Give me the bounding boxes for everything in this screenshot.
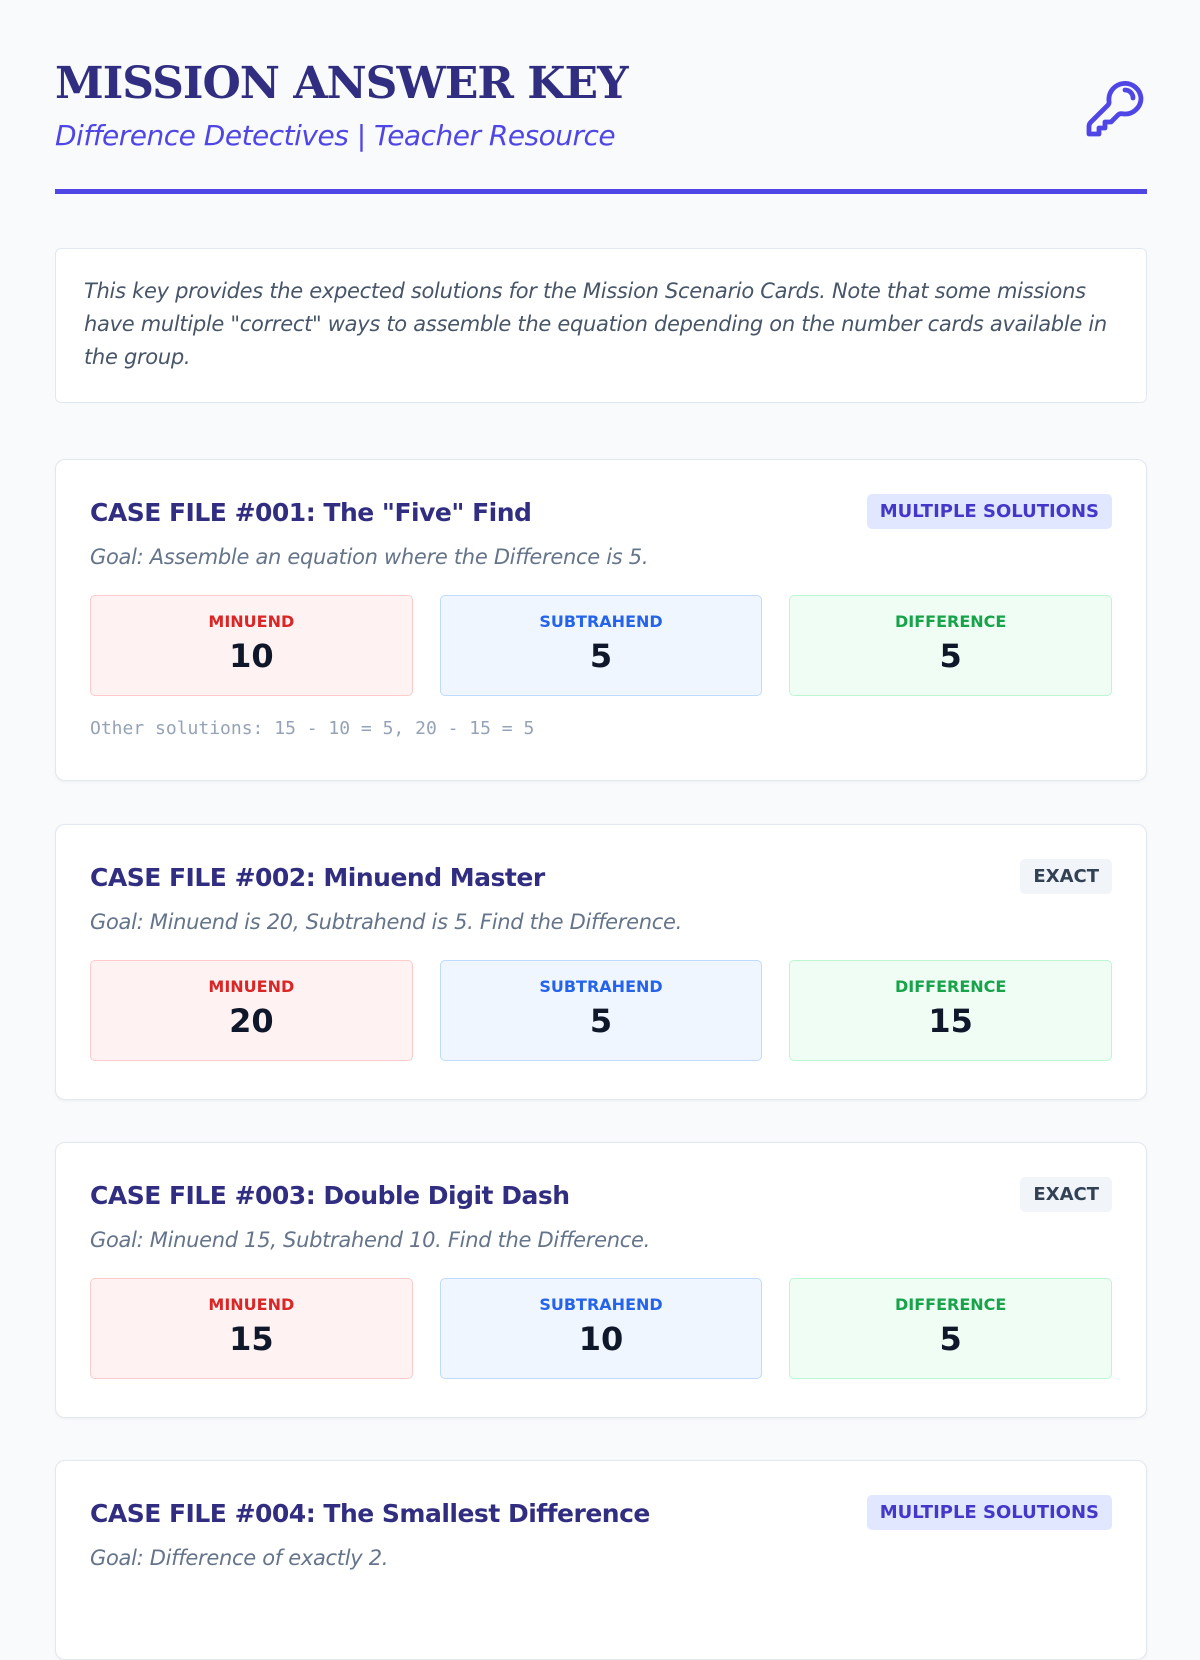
minuend-box: MINUEND 20	[90, 960, 413, 1061]
subtrahend-value: 5	[589, 1002, 613, 1040]
subtrahend-label: SUBTRAHEND	[539, 1295, 663, 1314]
solution-badge: EXACT	[1020, 1177, 1112, 1212]
case-card-003: CASE FILE #003: Double Digit Dash EXACT …	[55, 1142, 1147, 1418]
difference-box: DIFFERENCE 5	[789, 1278, 1113, 1379]
case-goal: Goal: Difference of exactly 2.	[90, 1546, 389, 1570]
case-goal: Goal: Minuend 15, Subtrahend 10. Find th…	[90, 1228, 650, 1252]
minuend-label: MINUEND	[208, 977, 295, 996]
case-goal: Goal: Minuend is 20, Subtrahend is 5. Fi…	[90, 910, 683, 934]
other-solutions: Other solutions: 15 - 10 = 5, 20 - 15 = …	[90, 718, 535, 739]
intro-note: This key provides the expected solutions…	[55, 248, 1147, 403]
difference-label: DIFFERENCE	[895, 977, 1007, 996]
difference-box: DIFFERENCE 15	[789, 960, 1113, 1061]
case-goal: Goal: Assemble an equation where the Dif…	[90, 545, 649, 569]
minuend-box: MINUEND 10	[90, 595, 413, 696]
solution-badge: EXACT	[1020, 859, 1112, 894]
subtrahend-box: SUBTRAHEND 5	[439, 595, 763, 696]
page-subtitle: Difference Detectives | Teacher Resource	[55, 119, 616, 152]
minuend-value: 10	[229, 637, 274, 675]
case-title: CASE FILE #001: The "Five" Find	[90, 498, 532, 527]
minuend-value: 20	[229, 1002, 274, 1040]
case-title: CASE FILE #004: The Smallest Difference	[90, 1499, 650, 1528]
subtrahend-value: 10	[578, 1320, 624, 1358]
page-header: MISSION ANSWER KEY Difference Detectives…	[55, 58, 1147, 194]
case-card-002: CASE FILE #002: Minuend Master EXACT Goa…	[55, 824, 1147, 1100]
solution-badge: MULTIPLE SOLUTIONS	[866, 1495, 1112, 1530]
minuend-value: 15	[229, 1320, 274, 1358]
case-title: CASE FILE #002: Minuend Master	[90, 863, 545, 892]
difference-label: DIFFERENCE	[895, 1295, 1007, 1314]
case-title: CASE FILE #003: Double Digit Dash	[90, 1181, 570, 1210]
difference-box: DIFFERENCE 5	[789, 595, 1113, 696]
subtrahend-box: SUBTRAHEND 5	[439, 960, 763, 1061]
difference-value: 5	[939, 1320, 962, 1358]
minuend-label: MINUEND	[208, 1295, 295, 1314]
case-card-004: CASE FILE #004: The Smallest Difference …	[55, 1460, 1147, 1660]
subtrahend-value: 5	[589, 637, 613, 675]
subtrahend-label: SUBTRAHEND	[539, 977, 663, 996]
difference-value: 15	[928, 1002, 973, 1040]
solution-badge: MULTIPLE SOLUTIONS	[866, 494, 1112, 529]
subtrahend-box: SUBTRAHEND 10	[439, 1278, 763, 1379]
case-card-001: CASE FILE #001: The "Five" Find MULTIPLE…	[55, 459, 1147, 781]
minuend-box: MINUEND 15	[90, 1278, 413, 1379]
page-title: MISSION ANSWER KEY	[55, 58, 628, 109]
difference-label: DIFFERENCE	[895, 612, 1007, 631]
key-icon	[1086, 81, 1144, 137]
subtrahend-label: SUBTRAHEND	[539, 612, 663, 631]
minuend-label: MINUEND	[208, 612, 295, 631]
difference-value: 5	[939, 637, 962, 675]
